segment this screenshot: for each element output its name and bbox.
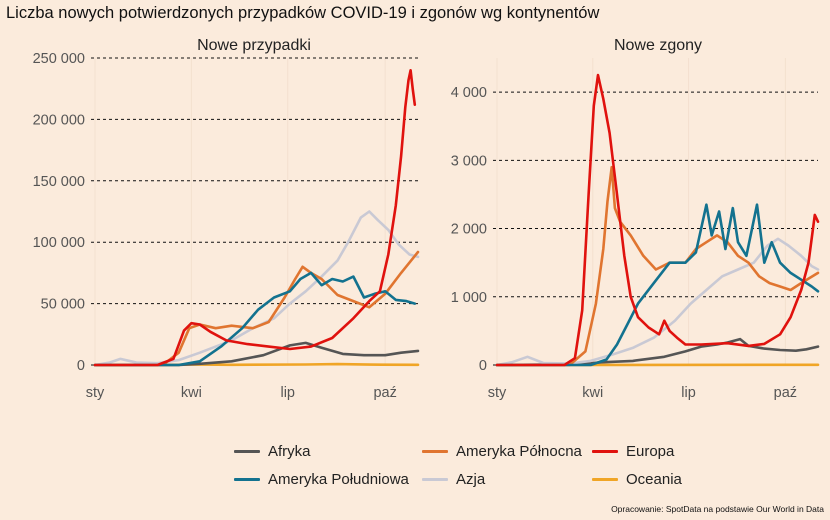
x-tick-label: paź [774, 385, 797, 401]
legend-label: Oceania [626, 471, 682, 488]
legend-item-azja: Azja [422, 471, 485, 488]
panel-new-deaths: Nowe zgony 0 1 000 2 000 3 000 4 000 sty kwi lip… [451, 37, 820, 401]
legend-item-afryka: Afryka [234, 443, 311, 460]
series-line-afryka [93, 341, 420, 367]
panel-new-cases: Nowe przypadki 0 50 000 100 000 150 000 200 0… [33, 37, 420, 401]
x-tick-label: kwi [582, 385, 603, 401]
x-tick-label: sty [86, 385, 105, 401]
x-tick-label: lip [280, 385, 295, 401]
y-tick-label: 1 000 [451, 290, 487, 306]
y-tick-label: 250 000 [33, 51, 85, 67]
y-tick-label: 0 [77, 358, 85, 374]
legend-label: Ameryka Północna [456, 443, 582, 460]
chart-title: Liczba nowych potwierdzonych przypadków … [6, 4, 600, 22]
panel-title: Nowe zgony [614, 37, 702, 54]
legend-swatch [234, 450, 260, 453]
x-tick-label: paź [373, 385, 396, 401]
series-line-ameryka-polnocna [93, 250, 420, 367]
legend-label: Europa [626, 443, 675, 460]
legend: Afryka Ameryka Północna Europa Ameryka P… [234, 440, 704, 500]
y-tick-label: 200 000 [33, 112, 85, 128]
series-line-europa [495, 73, 820, 367]
series-line-ameryka-poludniowa [495, 203, 820, 367]
y-tick-label: 2 000 [451, 222, 487, 238]
y-tick-label: 3 000 [451, 153, 487, 169]
legend-label: Ameryka Południowa [268, 471, 409, 488]
series-line-afryka [495, 337, 820, 367]
legend-swatch [592, 450, 618, 453]
series-line-azja [495, 237, 820, 367]
legend-label: Azja [456, 471, 486, 488]
series-line-europa [93, 69, 417, 367]
y-tick-label: 4 000 [451, 85, 487, 101]
legend-swatch [234, 478, 260, 481]
legend-item-ameryka-polnocna: Ameryka Północna [422, 443, 582, 460]
series-line-ameryka-poludniowa [93, 271, 417, 367]
legend-swatch [422, 478, 448, 481]
charts-canvas: Nowe przypadki 0 50 000 100 000 150 000 200 0… [33, 37, 820, 401]
x-tick-label: sty [488, 385, 507, 401]
legend-swatch [422, 450, 448, 453]
x-tick-label: lip [681, 385, 696, 401]
source-note: Opracowanie: SpotData na podstawie Our W… [611, 504, 824, 514]
panel-title: Nowe przypadki [197, 37, 311, 54]
legend-item-europa: Europa [592, 443, 674, 460]
y-tick-label: 150 000 [33, 174, 85, 190]
x-tick-label: kwi [181, 385, 202, 401]
legend-swatch [592, 478, 618, 481]
y-tick-label: 100 000 [33, 235, 85, 251]
legend-label: Afryka [268, 443, 311, 460]
series-line-azja [93, 210, 420, 367]
legend-item-oceania: Oceania [592, 471, 682, 488]
legend-item-ameryka-poludniowa: Ameryka Południowa [234, 471, 409, 488]
y-tick-label: 50 000 [41, 297, 85, 313]
y-tick-label: 0 [479, 358, 487, 374]
